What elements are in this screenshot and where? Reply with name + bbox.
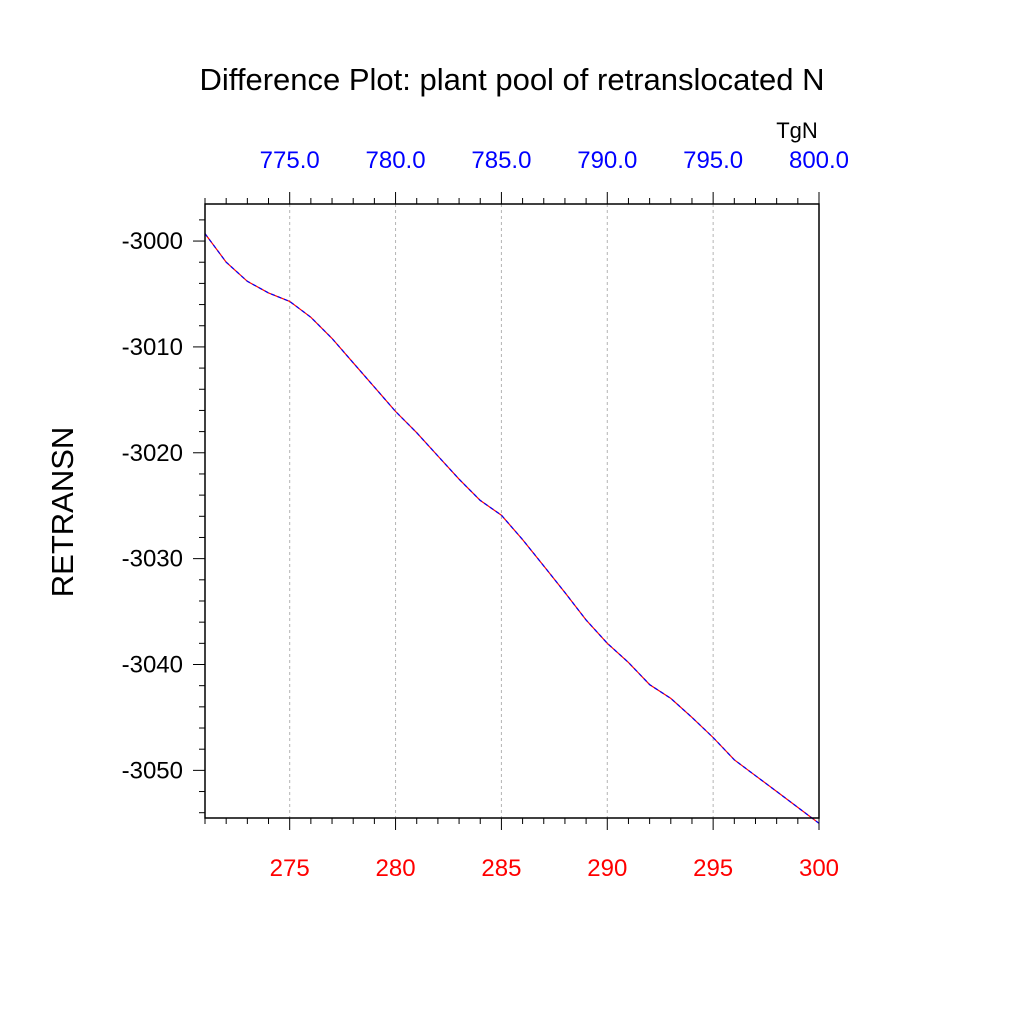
x-tick-label: 295 [693, 855, 733, 882]
x-tick-label: 300 [799, 855, 839, 882]
top-axis-unit-label: TgN [776, 118, 818, 143]
top-tick-label: 800.0 [789, 147, 849, 174]
top-tick-label: 785.0 [471, 147, 531, 174]
top-tick-label: 780.0 [366, 147, 426, 174]
axes [193, 192, 820, 830]
x-tick-label: 290 [587, 855, 627, 882]
top-tick-label: 790.0 [577, 147, 637, 174]
x-tick-label: 275 [270, 855, 310, 882]
data-line-blue [204, 233, 820, 824]
y-tick-label: -3020 [122, 440, 183, 467]
plot-frame [204, 203, 820, 819]
top-tick-label: 775.0 [260, 147, 320, 174]
y-axis-label: RETRANSN [45, 427, 80, 598]
chart-title: Difference Plot: plant pool of retranslo… [200, 62, 825, 97]
y-tick-label: -3050 [122, 757, 183, 784]
y-tick-label: -3030 [122, 546, 183, 573]
y-tick-label: -3040 [122, 652, 183, 679]
y-tick-label: -3000 [122, 228, 183, 255]
top-tick-label: 795.0 [683, 147, 743, 174]
tick-labels: 275 280 285 290 295 300 775.0 780.0 785.0 790.0 79… [122, 147, 849, 882]
plot-area [204, 233, 820, 824]
y-tick-label: -3010 [122, 334, 183, 361]
x-tick-label: 285 [481, 855, 521, 882]
x-tick-label: 280 [376, 855, 416, 882]
